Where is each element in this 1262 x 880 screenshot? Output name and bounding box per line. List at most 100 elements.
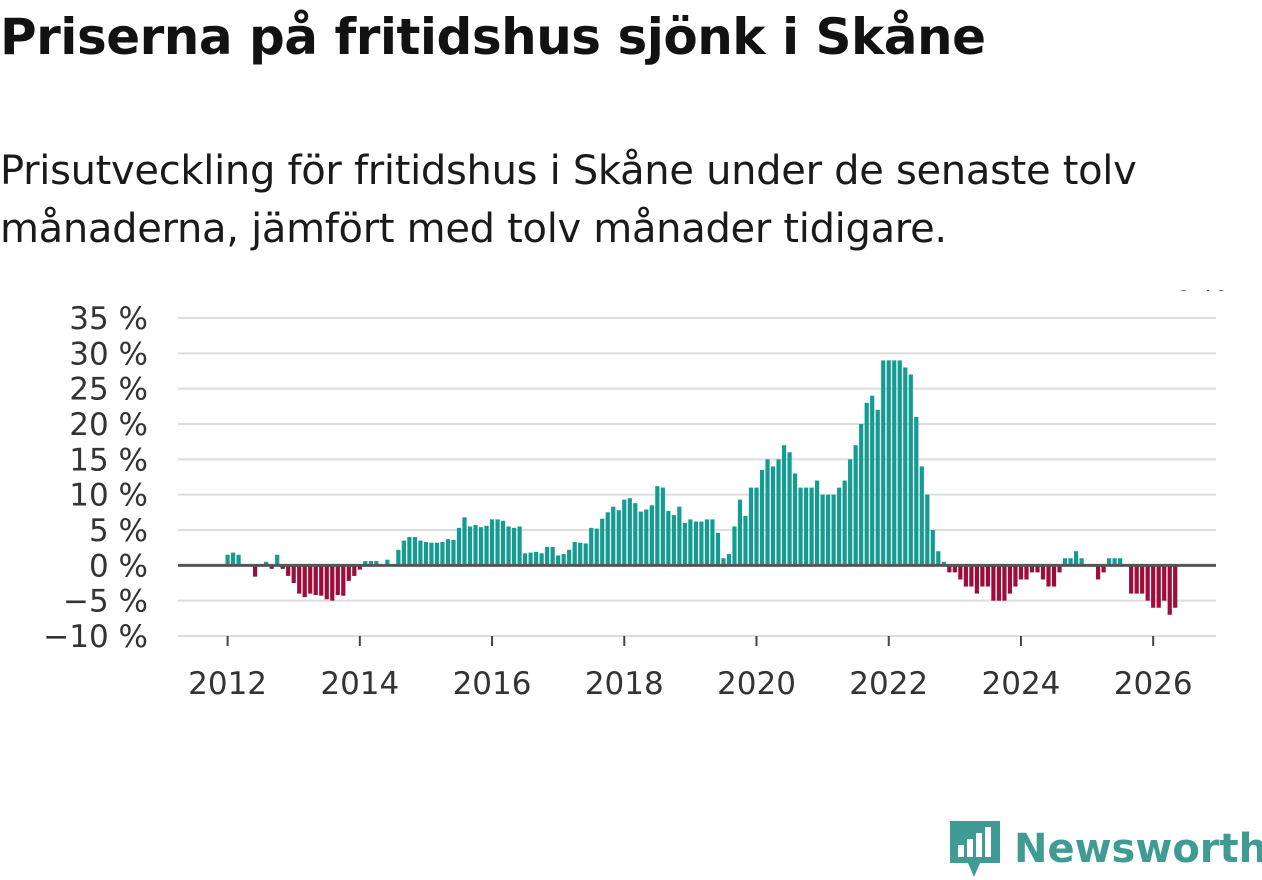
bar [1167, 565, 1172, 615]
bar [1007, 565, 1013, 594]
bar [236, 554, 241, 566]
bar [754, 487, 759, 566]
bar [1107, 558, 1112, 566]
bar [1073, 551, 1079, 566]
bar [622, 499, 627, 566]
bar [765, 459, 770, 566]
bar [1013, 565, 1018, 587]
bar [688, 519, 693, 566]
bar [1040, 565, 1046, 580]
bar [335, 565, 340, 596]
bar [478, 527, 484, 566]
bar [1140, 565, 1145, 594]
bar [291, 565, 296, 583]
bar [826, 494, 831, 566]
axes [178, 563, 1216, 646]
bar [848, 459, 853, 566]
bar [308, 565, 313, 594]
bar [776, 459, 781, 566]
bar [980, 565, 985, 587]
bar-chart: −10 %−5 %0 %5 %10 %15 %20 %25 %30 %35 % 2… [43, 290, 1227, 702]
y-tick-label: 5 % [89, 513, 148, 549]
bar [280, 565, 285, 569]
bar [748, 487, 754, 566]
bar [396, 549, 401, 566]
bar [897, 360, 902, 566]
bar [655, 486, 660, 566]
bar [528, 552, 533, 566]
y-tick-label: 35 % [69, 301, 148, 337]
bar [269, 565, 274, 569]
bar [649, 505, 654, 566]
x-tick-label: 2020 [717, 666, 796, 702]
bar [423, 542, 429, 566]
bar [908, 374, 913, 566]
bar [1145, 565, 1150, 601]
bar [434, 542, 440, 566]
bar [286, 565, 291, 576]
x-tick-label: 2022 [849, 666, 928, 702]
bar [412, 537, 418, 566]
bar [462, 517, 467, 566]
bar [511, 527, 517, 566]
bar [330, 565, 335, 601]
bar [831, 494, 836, 566]
bar [1057, 565, 1062, 573]
bar [969, 565, 974, 587]
bar [699, 521, 704, 566]
bar [253, 565, 258, 577]
x-tick-label: 2024 [982, 666, 1061, 702]
bar [638, 511, 643, 566]
bar [677, 506, 682, 566]
bar [732, 526, 737, 566]
gridlines [178, 317, 1216, 637]
x-tick-label: 2014 [320, 666, 399, 702]
x-tick-label: 2012 [188, 666, 267, 702]
bar [572, 542, 577, 566]
bar [319, 565, 324, 596]
x-tick-label: 2016 [453, 666, 532, 702]
bar [1062, 558, 1068, 566]
bar [517, 526, 522, 566]
bar [1156, 565, 1161, 608]
bar [671, 515, 676, 566]
bar [578, 542, 583, 566]
bar [1035, 565, 1040, 573]
bar [363, 561, 368, 566]
bar [302, 565, 307, 598]
bar [1029, 565, 1035, 573]
bar [1118, 558, 1123, 566]
bar [313, 565, 318, 596]
bar [401, 540, 406, 566]
bar [787, 452, 792, 566]
bar [925, 494, 930, 566]
bar [550, 546, 555, 566]
bar [1151, 565, 1156, 608]
y-tick-label: 20 % [69, 407, 148, 443]
y-tick-label: −10 % [43, 619, 148, 655]
newsworthy-logo: Newsworthy [950, 818, 1262, 880]
bar [467, 526, 473, 566]
bar [886, 360, 891, 566]
bar [704, 519, 710, 566]
y-tick-label: 30 % [69, 336, 148, 372]
bar [892, 360, 897, 566]
bar [1101, 565, 1106, 573]
bar [451, 539, 456, 566]
bar [440, 542, 445, 566]
x-tick-label: 2026 [1114, 666, 1193, 702]
bar [815, 480, 820, 566]
bar [842, 480, 847, 566]
bar [914, 416, 919, 566]
bar [936, 551, 941, 566]
bar [947, 565, 952, 573]
bars [225, 360, 1178, 615]
bar [853, 445, 858, 566]
bar [445, 539, 451, 566]
bar [1134, 565, 1139, 594]
bar [881, 360, 886, 566]
bar [803, 487, 809, 566]
bar [567, 549, 572, 566]
bar [644, 509, 649, 566]
bar [1002, 565, 1007, 601]
